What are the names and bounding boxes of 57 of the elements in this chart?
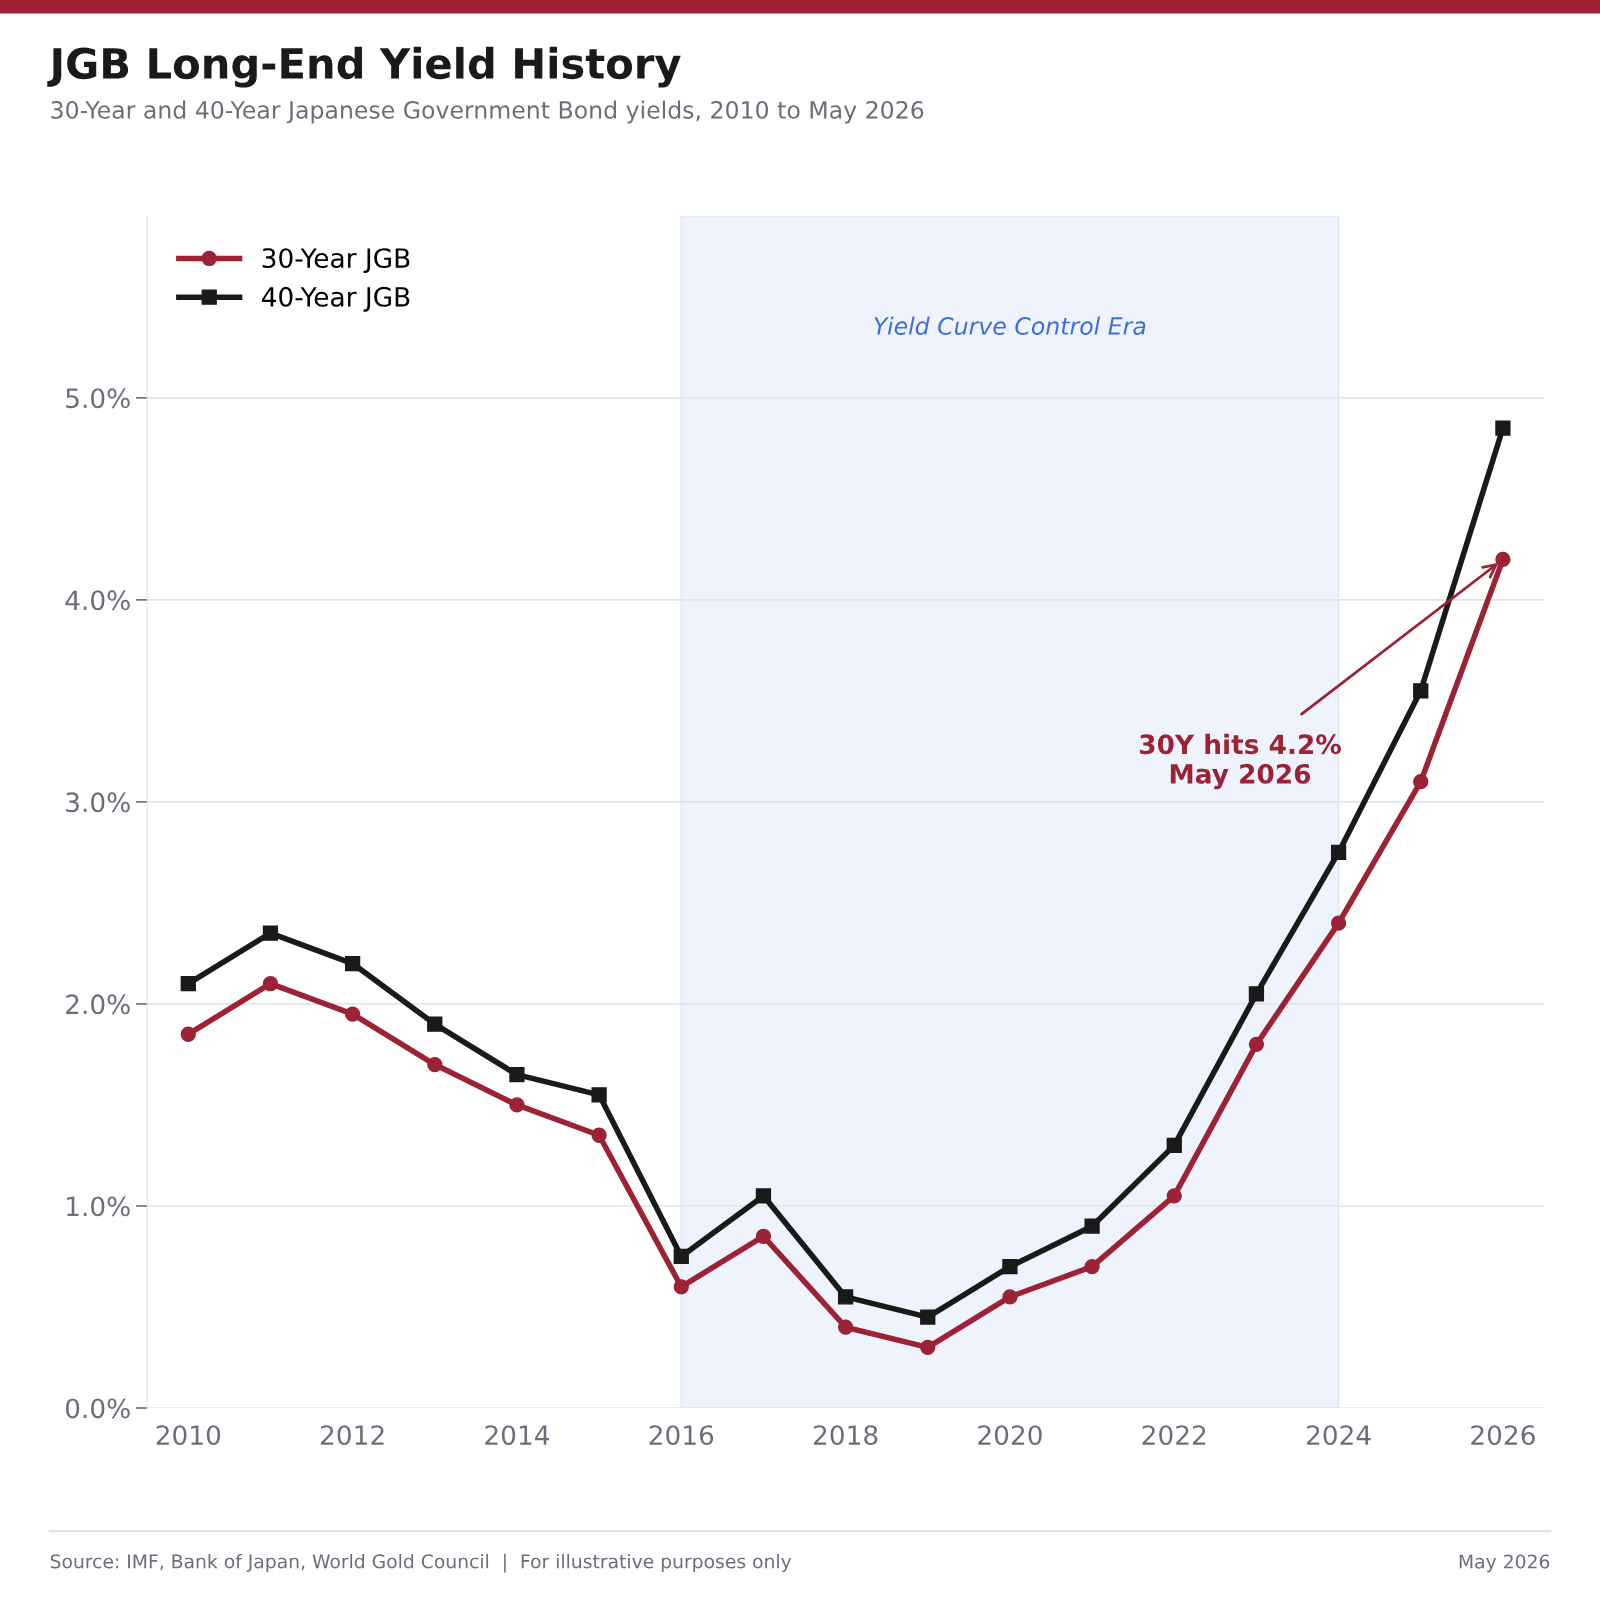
- point: [427, 1016, 443, 1032]
- point: [1166, 1188, 1182, 1204]
- point: [180, 1026, 196, 1042]
- y-tick-label: 4.0%: [65, 590, 130, 611]
- text: May 2026: [1459, 1554, 1550, 1573]
- x-tick-label: 2024: [1306, 1425, 1371, 1446]
- y-tick-label: 0.0%: [65, 1398, 130, 1419]
- source-note: Source: IMF, Bank of Japan, World Gold Council | For illustrative purposes only: [50, 1553, 792, 1573]
- point: [427, 1056, 443, 1073]
- annotation: 30Y hits 4.2% May 2026: [1139, 733, 1341, 790]
- point: [1248, 1036, 1265, 1052]
- band-label: Yield Curve Control Era: [874, 316, 1146, 335]
- x-tick-label: 2026: [1471, 1425, 1535, 1446]
- point: [1413, 683, 1429, 699]
- y-tick-label: 5.0%: [66, 388, 130, 409]
- point: [509, 1097, 525, 1113]
- point: [1248, 986, 1265, 1002]
- point: [262, 976, 279, 992]
- x-tick-label: 2018: [813, 1425, 878, 1446]
- x-tick-label: 2020: [978, 1425, 1042, 1446]
- x-tick-label: 2016: [649, 1425, 714, 1446]
- x-tick-label: 2012: [320, 1425, 384, 1446]
- point: [1330, 844, 1347, 861]
- chart-title: JGB Long-End Yield History: [47, 46, 681, 88]
- point: [837, 1289, 854, 1305]
- point: [837, 1319, 854, 1335]
- point: [591, 1127, 607, 1143]
- point: [920, 1309, 936, 1325]
- point: [1002, 1289, 1018, 1305]
- point: [344, 1006, 361, 1022]
- point: [262, 925, 279, 941]
- point: [344, 955, 361, 972]
- x-tick-label: 2022: [1142, 1425, 1206, 1446]
- point: [755, 1228, 772, 1244]
- point: [1330, 915, 1347, 931]
- point: [1495, 420, 1511, 436]
- point: [1002, 1258, 1018, 1275]
- point: [755, 1188, 772, 1204]
- x-tick-label: 2010: [156, 1425, 221, 1446]
- point: [1495, 551, 1511, 568]
- point: [591, 1087, 607, 1103]
- point: [1084, 1258, 1100, 1275]
- legend-label: 40-Year JGB: [261, 286, 410, 312]
- chart-subtitle: 30-Year and 40-Year Japanese Government Bond yields, 2010 to May 2026: [51, 100, 924, 124]
- point: [1166, 1137, 1182, 1153]
- y-tick-label: 2.0%: [66, 994, 130, 1015]
- point: [673, 1279, 689, 1295]
- x-tick-label: 2014: [485, 1425, 550, 1446]
- y-tick-label: 3.0%: [66, 792, 130, 813]
- point: [673, 1248, 689, 1265]
- point: [1084, 1218, 1100, 1234]
- legend-label: 30-Year JGB: [262, 248, 410, 273]
- point: [1413, 774, 1429, 790]
- point: [920, 1339, 936, 1356]
- point: [509, 1067, 525, 1083]
- y-tick-label: 1.0%: [67, 1196, 130, 1217]
- point: [180, 976, 196, 992]
